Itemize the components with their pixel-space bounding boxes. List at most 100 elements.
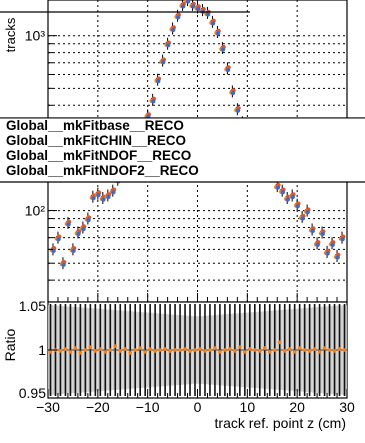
- data-point: [76, 231, 81, 237]
- ratio-point: [148, 347, 152, 351]
- data-point: [330, 242, 335, 247]
- data-point: [325, 251, 330, 256]
- data-point: [310, 228, 315, 234]
- data-point: [86, 217, 91, 223]
- y-tick-label: 10³: [25, 28, 46, 44]
- ratio-point: [253, 348, 257, 352]
- ratio-point: [233, 349, 237, 353]
- ratio-point: [103, 350, 108, 354]
- ratio-point: [183, 347, 187, 351]
- ratio-point: [277, 340, 282, 345]
- x-tick-label: −20: [86, 399, 110, 415]
- data-point: [305, 209, 310, 215]
- ratio-point: [223, 348, 227, 352]
- data-point: [195, 6, 201, 12]
- data-point: [151, 99, 156, 104]
- data-point: [230, 90, 236, 96]
- legend: Global__mkFitbase__RECO Global__mkFitCHI…: [0, 11, 365, 183]
- ratio-point: [88, 345, 93, 349]
- data-point: [101, 197, 106, 202]
- ratio-point: [168, 349, 172, 353]
- ratio-y-tick-label: 1: [38, 342, 46, 358]
- x-tick-label: −30: [36, 399, 60, 415]
- ratio-point: [317, 350, 322, 354]
- ratio-point: [228, 347, 232, 351]
- ratio-point: [262, 346, 267, 350]
- data-point: [185, 0, 191, 4]
- ratio-point: [133, 348, 138, 352]
- ratio-point: [63, 347, 68, 351]
- ratio-y-ticks: 0.95 1 1.05: [19, 298, 57, 401]
- ratio-point: [302, 348, 307, 352]
- data-point: [335, 255, 340, 260]
- ratio-point: [153, 349, 157, 353]
- data-point: [96, 192, 101, 198]
- data-point: [166, 42, 171, 48]
- ratio-panel: 0.95 1 1.05 −30 −20 −10 0 10 20 30 Ratio track r…: [2, 293, 355, 431]
- ratio-point: [213, 346, 217, 350]
- data-point: [225, 67, 231, 73]
- data-point: [190, 4, 196, 9]
- ratio-point: [143, 350, 147, 354]
- data-point: [91, 196, 96, 201]
- ratio-point: [272, 348, 277, 352]
- x-tick-label: 0: [194, 399, 202, 415]
- ratio-point: [327, 348, 332, 352]
- data-point: [320, 231, 325, 237]
- ratio-point: [73, 346, 78, 350]
- ratio-point: [248, 347, 252, 351]
- main-y-label: tracks: [3, 17, 18, 52]
- ratio-point: [218, 350, 222, 354]
- ratio-point: [208, 348, 212, 352]
- y-tick-label: 10²: [25, 203, 46, 219]
- data-point: [180, 4, 186, 9]
- data-point: [275, 185, 281, 190]
- ratio-point: [83, 348, 88, 352]
- x-ticks: −30 −20 −10 0 10 20 30: [36, 293, 355, 415]
- ratio-point: [128, 351, 133, 355]
- ratio-point: [118, 349, 123, 353]
- ratio-point: [257, 349, 262, 353]
- legend-entry-mkfitbase: Global__mkFitbase__RECO: [6, 118, 184, 133]
- ratio-point: [123, 347, 128, 351]
- ratio-point: [243, 350, 247, 354]
- ratio-point: [113, 344, 118, 348]
- ratio-point: [297, 346, 302, 350]
- ratio-point: [238, 345, 242, 349]
- ratio-point: [337, 347, 342, 351]
- data-point: [170, 27, 176, 33]
- data-point: [81, 226, 86, 232]
- ratio-point: [178, 348, 182, 352]
- ratio-point: [98, 347, 103, 351]
- data-point: [66, 222, 71, 227]
- ratio-point: [282, 349, 287, 353]
- x-tick-label: 10: [240, 399, 256, 415]
- ratio-y-tick-label: 1.05: [19, 298, 46, 314]
- ratio-point: [342, 348, 347, 352]
- data-point: [295, 204, 300, 209]
- ratio-point: [312, 347, 317, 351]
- data-point: [156, 79, 161, 84]
- ratio-y-tick-label: 0.95: [19, 385, 46, 401]
- data-point: [210, 21, 216, 26]
- data-point: [280, 189, 286, 195]
- ratio-point: [198, 347, 202, 351]
- x-axis-label: track ref. point z (cm): [215, 415, 346, 431]
- data-point: [300, 216, 305, 221]
- ratio-point: [173, 348, 177, 352]
- data-point: [285, 197, 290, 202]
- data-point: [290, 194, 295, 200]
- data-point: [106, 194, 111, 200]
- data-point: [111, 189, 116, 195]
- data-point: [215, 31, 221, 36]
- ratio-point: [267, 350, 272, 354]
- ratio-y-label: Ratio: [2, 328, 18, 361]
- x-tick-label: −10: [136, 399, 160, 415]
- data-point: [161, 59, 166, 65]
- data-point: [315, 242, 320, 247]
- ratio-point: [48, 350, 53, 354]
- ratio-point: [287, 347, 292, 351]
- ratio-point: [108, 348, 113, 352]
- ratio-point: [203, 349, 207, 353]
